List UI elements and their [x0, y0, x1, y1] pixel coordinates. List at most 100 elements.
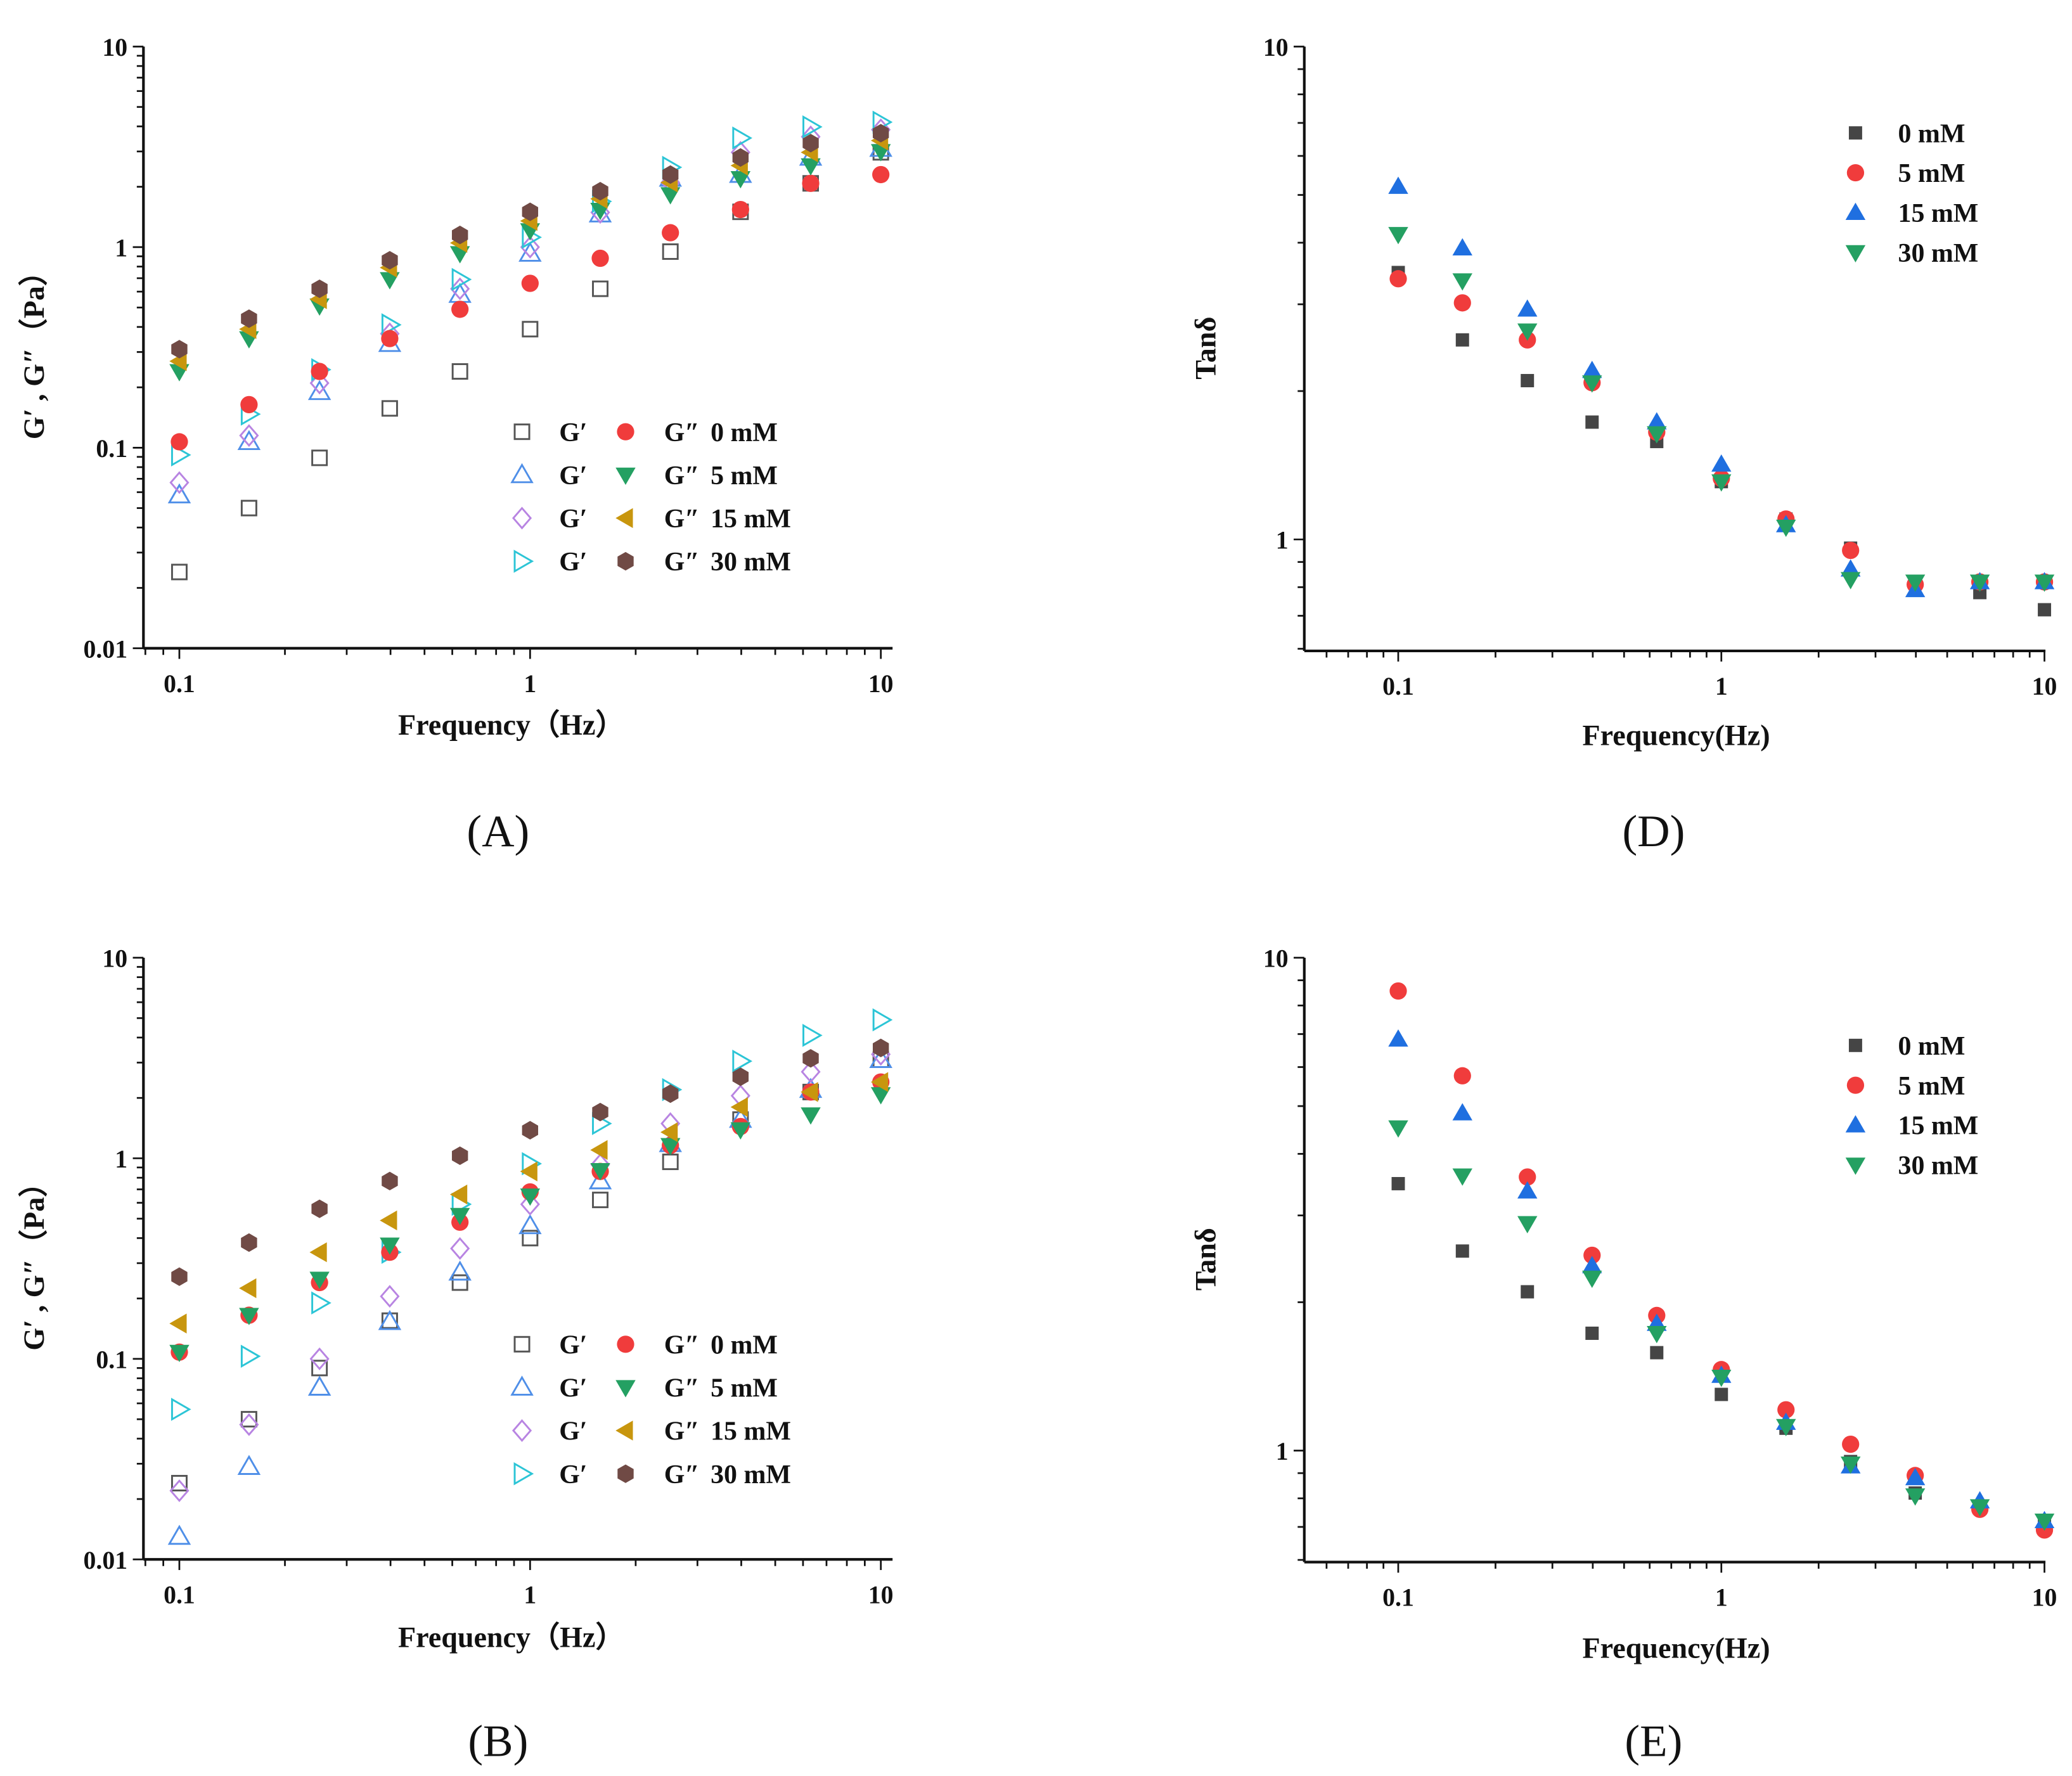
legend: 0 mM 5 mM 15 mM 30 mM — [1845, 1032, 1978, 1181]
legend-label: G″ — [664, 1330, 700, 1360]
data-point — [872, 165, 890, 184]
y-axis-title: Tanδ — [1189, 1228, 1221, 1290]
data-point — [870, 1087, 891, 1105]
data-point — [171, 340, 188, 359]
legend-marker — [1845, 1115, 1866, 1133]
data-point — [1711, 454, 1732, 472]
legend-label: 0 mM — [711, 418, 778, 447]
legend-marker — [513, 1462, 534, 1486]
data-point — [590, 1140, 608, 1161]
data-point — [451, 300, 469, 318]
x-tick-label: 10 — [2032, 672, 2057, 700]
data-point — [1582, 375, 1602, 393]
legend-label: G″ — [664, 461, 700, 491]
legend-marker — [1845, 1157, 1866, 1175]
legend-label: G″ — [664, 1374, 700, 1403]
data-point — [732, 1067, 749, 1086]
legend: G′ G″ 0 mM G′ G″ 5 mM G′ G″ 15 mM G′ G″ 30 mM — [510, 418, 791, 577]
data-point — [1840, 1456, 1861, 1474]
legend-marker — [510, 1375, 534, 1396]
series-g-30-mm — [171, 1038, 889, 1286]
data-point — [1519, 1168, 1536, 1186]
series-g-5-mm — [167, 136, 892, 504]
legend-marker — [617, 551, 634, 571]
data-point — [1969, 1499, 1990, 1517]
data-point — [802, 1024, 823, 1047]
legend-label: G′ — [559, 1374, 587, 1403]
data-point — [450, 1237, 470, 1260]
y-tick-label: 0.1 — [96, 1346, 127, 1374]
data-point — [801, 1107, 821, 1125]
series-5-mm — [1389, 270, 2054, 593]
data-point — [662, 243, 679, 260]
data-point — [1647, 426, 1667, 444]
data-point — [1647, 412, 1667, 430]
data-point — [1842, 541, 1860, 559]
y-tick-label: 0.01 — [84, 635, 128, 663]
panel-label: (A) — [467, 807, 529, 856]
data-point — [1905, 574, 1926, 592]
series-30-mm — [1388, 227, 2055, 592]
data-point — [449, 1184, 468, 1205]
x-tick-label: 0.1 — [1382, 1584, 1414, 1612]
data-point — [311, 449, 328, 467]
data-point — [448, 1260, 472, 1281]
data-point — [382, 1171, 398, 1191]
data-point — [588, 1169, 612, 1190]
y-tick-label: 10 — [102, 34, 127, 61]
data-point — [382, 250, 398, 270]
data-point — [732, 148, 749, 167]
data-point — [1389, 982, 1407, 1000]
data-point — [1715, 1387, 1728, 1401]
legend-label: G″ — [664, 418, 700, 447]
data-point — [662, 165, 679, 184]
y-axis-title: G′ , G″（Pa） — [18, 1168, 50, 1351]
data-point — [1583, 1246, 1601, 1264]
legend-label: G″ — [664, 505, 700, 534]
data-point — [732, 126, 752, 150]
series-0-mm — [1391, 266, 2052, 617]
data-point — [171, 433, 188, 451]
legend-marker — [615, 467, 636, 486]
data-point — [1452, 1168, 1472, 1186]
data-point — [380, 1285, 400, 1308]
data-point — [167, 483, 191, 504]
legend-marker — [1848, 126, 1862, 140]
data-point — [520, 1161, 537, 1181]
legend-label: G′ — [559, 418, 587, 447]
data-point — [311, 1199, 328, 1218]
series-g-15-mm — [169, 131, 889, 371]
data-point — [1840, 572, 1861, 589]
data-point — [592, 280, 609, 297]
data-point — [1650, 1346, 1664, 1360]
data-point — [1905, 1468, 1926, 1486]
data-point — [2034, 1513, 2055, 1531]
series-30-mm — [1388, 1120, 2055, 1531]
data-point — [590, 1163, 610, 1181]
data-point — [239, 1278, 257, 1299]
x-tick-label: 10 — [868, 670, 894, 698]
data-point — [872, 124, 889, 143]
x-axis-title: Frequency(Hz) — [1582, 1631, 1770, 1664]
panel-label: (E) — [1625, 1716, 1682, 1766]
data-point — [1455, 1244, 1469, 1258]
data-point — [1517, 299, 1538, 317]
data-point — [1389, 270, 1407, 288]
legend-marker — [1845, 202, 1866, 220]
data-point — [520, 1188, 541, 1206]
data-point — [239, 1308, 259, 1325]
chart-panel-A: 0.1 1 10 0.01 0.1 1 10 Frequency（Hz） G′ , G″（Pa）… — [18, 34, 893, 856]
x-tick-label: 0.1 — [164, 670, 195, 698]
legend-label: G″ — [664, 548, 700, 577]
x-tick-label: 1 — [1715, 1584, 1728, 1612]
data-point — [307, 1375, 331, 1396]
legend-label: 30 mM — [1898, 1152, 1978, 1181]
legend-label: G′ — [559, 461, 587, 491]
legend-label: G′ — [559, 505, 587, 534]
data-point — [169, 1344, 190, 1362]
series-0-mm — [1391, 1176, 2052, 1528]
data-point — [451, 226, 468, 245]
data-point — [239, 424, 259, 447]
data-point — [237, 1455, 261, 1475]
